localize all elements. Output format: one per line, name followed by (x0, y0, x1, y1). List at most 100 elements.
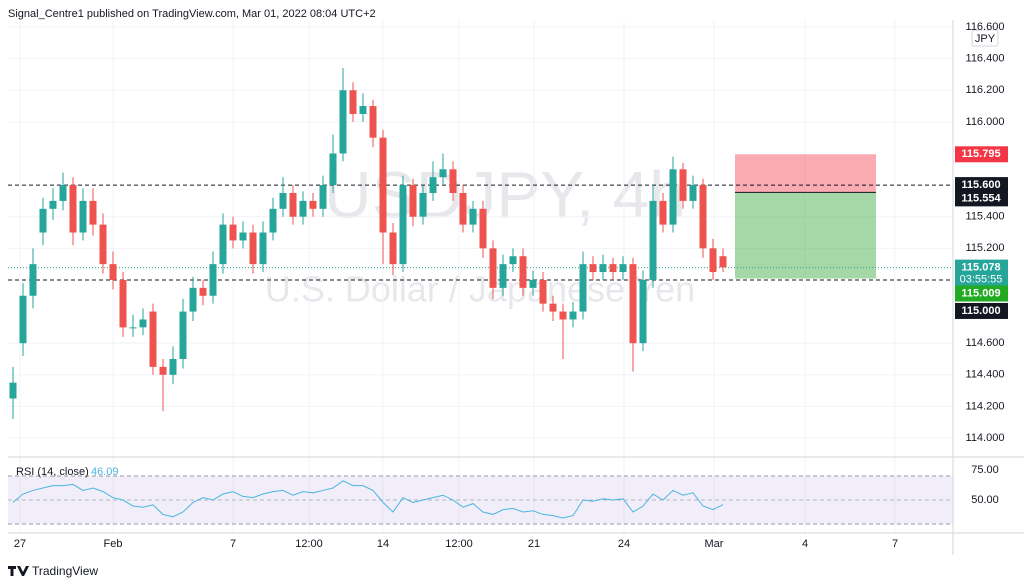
entry-tag-bg (955, 190, 1008, 207)
logo-mark (8, 566, 29, 576)
candle-body (679, 169, 687, 201)
candle-body (479, 208, 487, 249)
candle-body (439, 169, 447, 178)
target-tag: 115.009 (961, 287, 1000, 299)
x-tick-label: 14 (377, 538, 389, 550)
y2-tick-label: 75.00 (971, 464, 999, 476)
candle-body (229, 224, 237, 241)
header: Signal_Centre1 published on TradingView.… (8, 8, 376, 20)
candle-body (299, 200, 307, 217)
candle-body (399, 185, 407, 265)
candle-body (719, 256, 727, 268)
candle-body (609, 264, 617, 273)
x-tick-label: Mar (705, 538, 724, 550)
candle-body (259, 232, 267, 265)
footer: TradingView (32, 564, 98, 578)
y-tick-label: 116.600 (966, 21, 1005, 33)
candle-body (119, 279, 127, 328)
currency: JPY (975, 33, 996, 45)
candle-body (339, 90, 347, 154)
candle-body (269, 208, 277, 233)
candle-body (369, 106, 377, 138)
candle-body (489, 248, 497, 288)
candle-body (649, 200, 657, 280)
candle-body (449, 169, 457, 194)
logo (8, 566, 29, 576)
candle-body (469, 208, 477, 225)
candle-body (409, 185, 417, 217)
candle-body (39, 208, 47, 233)
x-tick-label: 12:00 (445, 538, 473, 550)
candle-body (59, 185, 67, 201)
price-line-tag: 115.000 (961, 305, 1000, 317)
candle-body (709, 248, 717, 273)
price-line-tag-bg (955, 302, 1008, 319)
candle-body (499, 264, 507, 288)
candle-body (429, 177, 437, 194)
x-tick-label: 21 (528, 538, 540, 550)
rsi-last: 46.09 (91, 466, 119, 478)
candle-body (389, 232, 397, 265)
candle-body (149, 311, 157, 367)
candle-body (519, 256, 527, 288)
candle-body (619, 264, 627, 273)
candle-body (209, 264, 217, 296)
candle-body (329, 153, 337, 186)
x-tick-label: Feb (104, 538, 123, 550)
candle-body (419, 193, 427, 217)
x-tick-label: 27 (14, 538, 26, 550)
candle-body (589, 264, 597, 273)
candle-body (539, 279, 547, 304)
y-tick-label: 114.200 (966, 400, 1005, 412)
candle-body (19, 295, 27, 344)
candle-body (79, 200, 87, 233)
candle-body (689, 185, 697, 201)
y-tick-label: 114.000 (966, 432, 1005, 444)
target-tag-bg (955, 285, 1008, 302)
candle-body (639, 279, 647, 344)
candle-body (629, 264, 637, 344)
candle-body (199, 287, 207, 296)
y2-tick-label: 50.00 (971, 494, 999, 506)
entry-tag: 115.554 (961, 192, 1001, 204)
y-tick-label: 116.200 (966, 84, 1005, 96)
stop-tag: 115.795 (961, 148, 1000, 160)
y-tick-label: 116.400 (966, 53, 1005, 65)
candle-body (659, 200, 667, 225)
y-tick-label: 115.400 (966, 211, 1005, 223)
price-line-tag: 115.600 (961, 179, 1000, 191)
currency-box (971, 29, 999, 47)
candle-body (699, 185, 707, 249)
candle-body (69, 185, 77, 233)
target-zone (735, 192, 876, 279)
candle-body (89, 200, 97, 225)
candle-body (379, 137, 387, 233)
candle-body (249, 232, 257, 265)
last-price-tag: 115.078 (961, 262, 1000, 274)
watermark-symbol: USDJPY, 4h (324, 157, 686, 231)
countdown: 03:55:55 (960, 274, 1003, 286)
candle-body (559, 311, 567, 320)
candle-body (579, 264, 587, 312)
candle-body (169, 358, 177, 375)
stop-zone (735, 154, 876, 193)
candle-body (109, 264, 117, 280)
candle-body (279, 193, 287, 209)
candle-body (459, 193, 467, 225)
x-tick-label: 4 (802, 538, 808, 550)
candle-body (319, 185, 327, 209)
candle-body (549, 303, 557, 312)
candle-body (219, 224, 227, 265)
x-tick-label: 7 (892, 538, 898, 550)
x-tick-label: 24 (618, 538, 630, 550)
candle-body (239, 232, 247, 241)
candle-body (599, 264, 607, 273)
candle-body (29, 264, 37, 296)
candle-body (289, 193, 297, 217)
candle-body (349, 90, 357, 114)
candle-body (309, 200, 317, 209)
y-tick-label: 115.200 (966, 242, 1005, 254)
candle-body (139, 319, 147, 328)
